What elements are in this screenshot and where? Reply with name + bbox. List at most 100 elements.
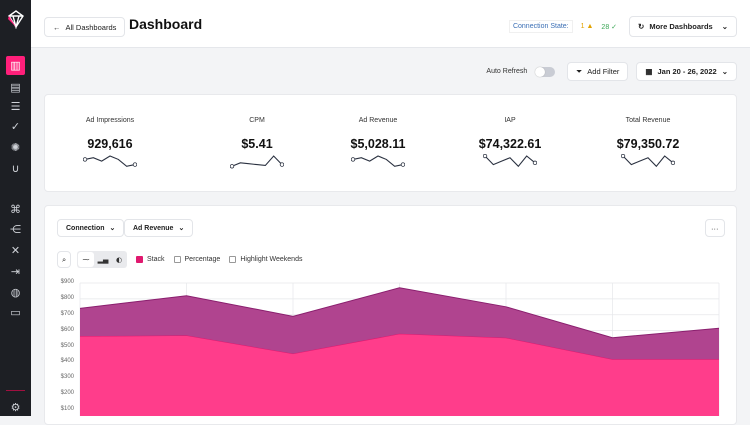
chevron-down-icon: ⌄: [721, 22, 728, 31]
kpi-value: $74,322.61: [478, 137, 542, 151]
y-tick-label: $600: [60, 326, 74, 333]
checkbox[interactable]: [173, 256, 181, 263]
sparkline-line: [484, 155, 536, 168]
calendar-icon: ▦: [645, 67, 653, 76]
network-icon[interactable]: ⌘: [10, 203, 21, 216]
sparkline: [82, 155, 138, 167]
warning-count-value: 1: [580, 23, 585, 30]
flow-icon[interactable]: ⋲: [10, 223, 21, 236]
sparkline: [482, 153, 538, 168]
divider: [6, 390, 25, 391]
sparkline-line: [622, 155, 674, 168]
kpi-0: Ad Impressions 929,616: [50, 117, 170, 175]
sparkline-endpoint: [532, 160, 538, 166]
auto-refresh-label: Auto Refresh: [486, 68, 528, 75]
tools-icon[interactable]: ✕: [10, 244, 21, 257]
dimension-dropdown[interactable]: Connection ⌄: [57, 219, 125, 237]
sparkline-line: [352, 155, 404, 167]
kpi-label: Ad Revenue: [358, 117, 398, 124]
checkbox-checked[interactable]: [136, 256, 143, 263]
sparkline-endpoint: [82, 157, 88, 162]
percentage-checkbox[interactable]: Percentage: [173, 256, 221, 263]
bulb-icon[interactable]: ✺: [10, 141, 21, 154]
gear-icon[interactable]: ⚙: [10, 401, 21, 414]
kpi-label: IAP: [504, 117, 516, 124]
sparkline-endpoint: [670, 160, 676, 166]
sparkline-endpoint: [279, 162, 285, 167]
sparkline: [350, 155, 406, 167]
monitor-icon[interactable]: ▭: [10, 306, 21, 319]
y-tick-label: $800: [60, 294, 74, 301]
label: Highlight Weekends: [240, 256, 303, 263]
add-filter-button[interactable]: ⏷ Add Filter: [567, 62, 629, 81]
all-dashboards-button[interactable]: ← All Dashboards: [44, 17, 126, 37]
label: All Dashboards: [65, 22, 117, 32]
checkbox[interactable]: [229, 256, 237, 263]
chart-card: [44, 205, 737, 425]
sparkline-endpoint: [229, 164, 235, 169]
bar-chart-icon[interactable]: ▂▄: [97, 255, 109, 264]
more-dashboards-button[interactable]: ↻ More Dashboards ⌄: [629, 16, 737, 37]
magnet-icon[interactable]: ∪: [11, 162, 20, 175]
ok-count: 28 ✓: [601, 23, 617, 31]
auto-refresh-toggle[interactable]: [535, 66, 556, 77]
arrow-left-icon: ←: [53, 22, 61, 32]
sparkline-line: [84, 155, 136, 167]
warning-icon: ▲: [586, 23, 594, 30]
y-tick-label: $300: [60, 374, 74, 381]
sparkline: [229, 155, 285, 169]
label: More Dashboards: [649, 22, 713, 31]
sparkline-endpoint: [132, 162, 138, 167]
y-tick-label: $100: [60, 406, 74, 412]
refresh-icon: ↻: [638, 22, 645, 31]
label: Ad Revenue: [133, 224, 174, 232]
ok-count-value: 28: [601, 23, 610, 31]
pie-chart-icon[interactable]: ◐: [115, 255, 123, 264]
label: Add Filter: [587, 67, 620, 76]
table-icon[interactable]: ▤: [10, 81, 21, 94]
kpi-value: $5.41: [241, 137, 273, 151]
y-tick-label: $400: [60, 358, 74, 365]
chevron-down-icon: ⌄: [178, 225, 185, 232]
sparkline-endpoint: [350, 157, 356, 162]
header-right: Connection State: 1 ▲ 28 ✓ ↻ More Dashboa…: [508, 16, 737, 37]
check-icon: ✓: [611, 23, 618, 31]
analytics-icon[interactable]: ▥: [6, 56, 25, 75]
export-icon[interactable]: ⇥: [10, 265, 21, 278]
kpi-label: CPM: [249, 117, 265, 124]
sparkline-endpoint: [620, 153, 626, 159]
stack-checkbox[interactable]: Stack: [136, 256, 165, 263]
y-tick-label: $900: [60, 279, 74, 285]
checklist-icon[interactable]: ✓: [10, 120, 21, 133]
kpi-1: CPM $5.41: [197, 117, 317, 175]
globe-icon[interactable]: ◍: [10, 286, 21, 299]
y-tick-label: $500: [60, 342, 74, 349]
kpi-value: $5,028.11: [350, 137, 406, 151]
label: Percentage: [184, 256, 221, 263]
y-tick-label: $700: [60, 310, 74, 317]
highlight-weekends-checkbox[interactable]: Highlight Weekends: [229, 256, 302, 263]
label: Connection: [66, 224, 105, 232]
kpi-2: Ad Revenue $5,028.11: [318, 117, 438, 175]
zoom-button[interactable]: ⌕: [57, 251, 72, 268]
kpi-label: Total Revenue: [625, 117, 671, 124]
list-icon[interactable]: ☰: [10, 100, 21, 113]
label: Stack: [147, 256, 165, 263]
sparkline: [620, 153, 676, 168]
date-range-button[interactable]: ▦ Jan 20 - 26, 2022 ⌄: [636, 62, 737, 81]
chevron-down-icon: ⌄: [109, 225, 116, 232]
more-options-button[interactable]: ···: [705, 219, 725, 237]
sparkline-line: [231, 155, 283, 167]
chart-options: Stack Percentage Highlight Weekends: [136, 254, 302, 265]
zoom-icon: ⌕: [62, 254, 67, 264]
chevron-down-icon: ⌄: [721, 67, 728, 76]
metric-dropdown[interactable]: Ad Revenue ⌄: [124, 219, 194, 237]
warning-count: 1 ▲: [581, 23, 594, 30]
connection-state-label[interactable]: Connection State:: [508, 20, 573, 33]
chart-type-toggle: ⁓ ▂▄ ◐: [77, 251, 127, 268]
kpi-4: Total Revenue $79,350.72: [588, 117, 708, 175]
filter-icon: ⏷: [576, 66, 583, 76]
kpi-3: IAP $74,322.61: [450, 117, 570, 175]
kpi-label: Ad Impressions: [85, 117, 135, 124]
line-chart-icon[interactable]: ⁓: [78, 252, 94, 267]
